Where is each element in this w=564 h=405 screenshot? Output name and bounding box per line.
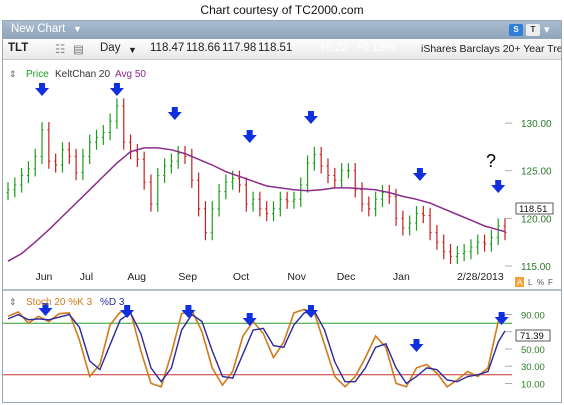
legend-stoch-d[interactable]: %D 3 (100, 297, 125, 308)
list-icon[interactable]: ☷ (55, 44, 66, 56)
legend-price[interactable]: Price (26, 69, 49, 80)
window-menu-icon[interactable]: ▾ (544, 24, 550, 36)
low-price: 117.98 (222, 42, 257, 54)
t-button[interactable]: T (526, 24, 540, 36)
legend-toggle-icon[interactable]: ⇕ (9, 69, 17, 79)
percent-toggle-label[interactable]: % (537, 278, 544, 287)
last-stoch-label: 71.39 (520, 331, 544, 342)
price-arrow (412, 168, 427, 181)
price-tick-label: 115.00 (521, 262, 551, 273)
l-toggle-label[interactable]: L (528, 278, 533, 287)
price-arrow (242, 130, 257, 143)
stoch-k-line (7, 308, 506, 388)
legend-keltchan[interactable]: KeltChan 20 (55, 69, 110, 80)
legend-avg50[interactable]: Avg 50 (115, 69, 146, 80)
chart-courtesy-caption: Chart courtesy of TC2000.com (200, 3, 364, 17)
month-label: Sep (178, 271, 197, 283)
stoch-tick-label: 10.00 (521, 379, 545, 390)
avg-50-line (7, 147, 506, 262)
month-label: Oct (233, 271, 249, 283)
question-mark: ? (486, 151, 496, 171)
stoch-d-line (7, 310, 506, 385)
price-arrows (35, 83, 506, 193)
stoch-arrow (409, 339, 424, 352)
month-label: Aug (127, 271, 146, 283)
stoch-legend-toggle-icon[interactable]: ⇕ (9, 297, 17, 307)
chart-window (2, 20, 562, 403)
stoch-arrow (38, 303, 53, 316)
close-price: 118.51 (258, 42, 293, 54)
price-arrow (303, 111, 318, 124)
s-plus-button[interactable]: S (509, 24, 523, 36)
legend-stoch-k[interactable]: Stoch 20 %K 3 (26, 297, 93, 308)
symbol-description: iShares Barclays 20+ Year Tre (421, 43, 561, 55)
open-price: 118.47 (150, 42, 185, 54)
month-x-ticks: Jun Jul Aug Sep Oct Nov Dec Jan 2/28/2013 (35, 271, 503, 283)
symbol-field[interactable]: TLT (8, 42, 29, 54)
last-stoch-box (515, 329, 551, 342)
month-label: Nov (287, 271, 306, 283)
price-tick-label: 130.00 (521, 119, 552, 130)
stoch-arrow (242, 313, 257, 326)
price-arrow (35, 83, 50, 96)
price-tick-label: 120.00 (521, 214, 552, 225)
month-label: Dec (337, 271, 356, 283)
price-change-percent: +0.19% (356, 42, 396, 54)
price-panel: 115.00 120.00 125.00 130.00 Jun Jul Aug Sep Oct… (6, 83, 552, 283)
price-arrow (109, 83, 124, 96)
month-label: 2/28/2013 (457, 271, 504, 283)
price-arrow (167, 107, 182, 120)
a-toggle-label: A (517, 278, 523, 287)
chart-tab-title[interactable]: New Chart (11, 23, 66, 35)
tab-dropdown-icon[interactable]: ▼ (73, 24, 82, 34)
a-toggle[interactable] (515, 277, 524, 287)
stoch-bands (3, 322, 512, 376)
month-label: Jan (393, 271, 410, 283)
stoch-arrow (494, 312, 509, 325)
stoch-tick-label: 50.00 (521, 345, 545, 356)
price-y-ticks: 115.00 120.00 125.00 130.00 (505, 119, 552, 273)
symbol-toolbar: TLT ☷ ▤ Day ▼ 118.47 118.66 117.98 118.5… (3, 39, 561, 60)
chart-tab-bar: New Chart ▼ S T ▾ (3, 21, 561, 39)
last-price-box (515, 202, 554, 215)
stoch-arrow (120, 305, 135, 318)
price-change: +0.22 (319, 42, 349, 54)
stoch-arrow (181, 305, 196, 318)
high-price: 118.66 (186, 42, 221, 54)
print-icon[interactable]: ▤ (73, 44, 84, 56)
stoch-arrows (38, 303, 509, 352)
price-tick-label: 125.00 (521, 167, 552, 178)
last-price-label: 118.51 (519, 204, 547, 215)
month-label: Jul (80, 271, 93, 283)
interval-select[interactable]: Day (100, 42, 121, 54)
interval-dropdown-icon[interactable]: ▼ (128, 45, 137, 55)
price-arrow (491, 180, 506, 193)
price-bars (6, 98, 507, 265)
stoch-tick-label: 90.00 (521, 311, 545, 322)
stoch-tick-label: 30.00 (521, 362, 545, 373)
stoch-arrow (303, 305, 318, 318)
month-label: Jun (35, 271, 52, 283)
f-toggle-label[interactable]: F (548, 278, 553, 287)
